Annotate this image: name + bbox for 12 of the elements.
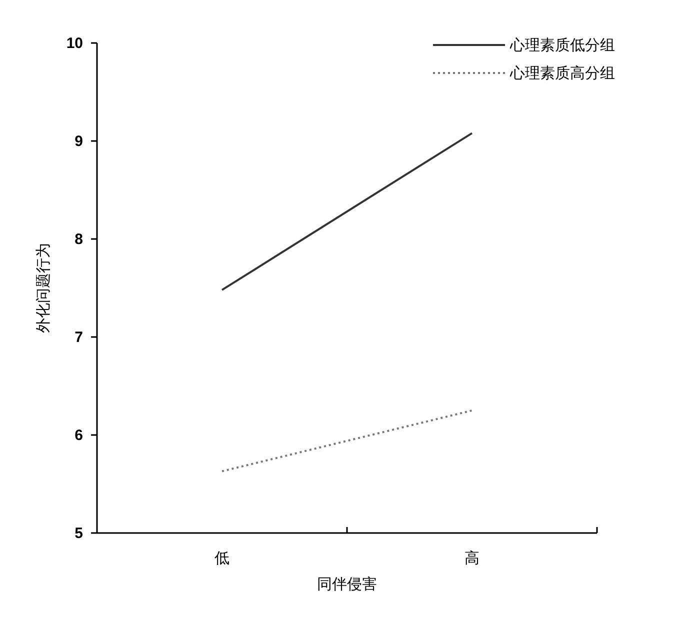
x-axis-title: 同伴侵害 xyxy=(317,576,377,593)
y-tick-label: 8 xyxy=(74,231,83,248)
legend-label: 心理素质高分组 xyxy=(509,65,615,82)
x-tick-label: 低 xyxy=(214,550,230,567)
legend-label: 心理素质低分组 xyxy=(509,37,615,54)
y-axis-title: 外化问题行为 xyxy=(35,243,52,333)
x-tick-label: 高 xyxy=(464,550,480,567)
y-tick-label: 9 xyxy=(74,133,83,150)
y-tick-label: 7 xyxy=(74,329,83,346)
y-tick-label: 5 xyxy=(74,525,83,542)
y-tick-label: 10 xyxy=(66,35,83,52)
y-tick-label: 6 xyxy=(74,427,83,444)
